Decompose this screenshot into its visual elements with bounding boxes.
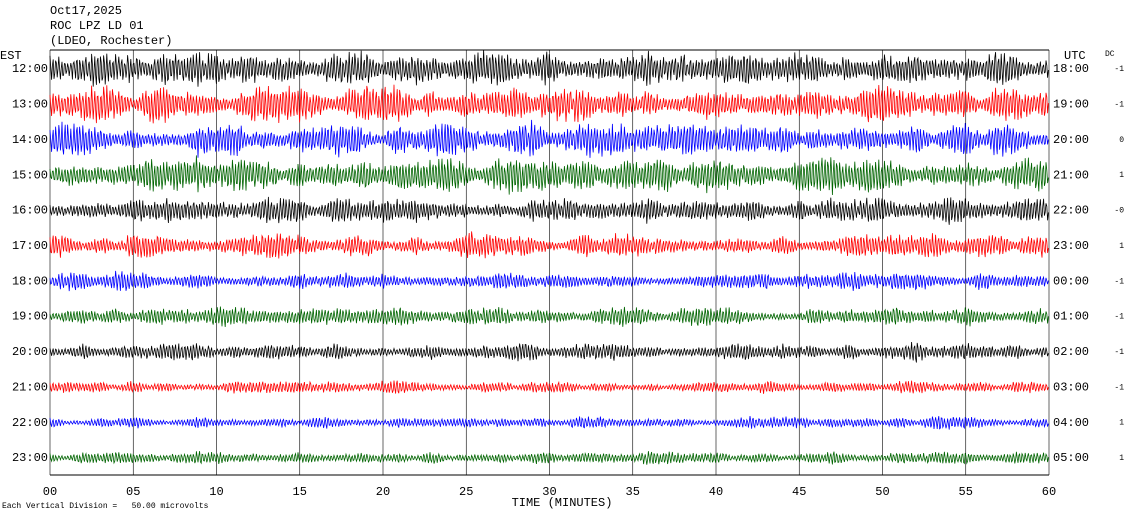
est-label: 12:00 (12, 62, 48, 76)
seismic-trace (49, 341, 1049, 363)
seismic-trace (49, 231, 1049, 259)
seismic-trace (49, 380, 1049, 394)
seismic-trace (49, 155, 1049, 196)
est-label: 13:00 (12, 98, 48, 112)
right-axis-label: UTC (1064, 49, 1086, 63)
x-tick-label: 20 (376, 485, 390, 499)
est-label: 20:00 (12, 345, 48, 359)
header-line: Oct17,2025 (50, 4, 122, 18)
dc-label: DC (1105, 50, 1115, 59)
x-tick-label: 10 (209, 485, 223, 499)
seismic-trace (49, 306, 1049, 328)
est-label: 14:00 (12, 133, 48, 147)
utc-label: 00:00 (1053, 274, 1089, 288)
header-line: ROC LPZ LD 01 (50, 19, 144, 33)
seismic-trace (49, 270, 1049, 292)
est-label: 21:00 (12, 380, 48, 394)
x-tick-label: 60 (1042, 485, 1056, 499)
header-line: (LDEO, Rochester) (50, 34, 172, 48)
dc-value: 1 (1119, 242, 1124, 251)
seismic-trace (49, 49, 1049, 87)
est-label: 17:00 (12, 239, 48, 253)
utc-label: 20:00 (1053, 133, 1089, 147)
x-tick-label: 00 (43, 485, 57, 499)
utc-label: 19:00 (1053, 98, 1089, 112)
dc-value: 1 (1119, 419, 1124, 428)
est-label: 16:00 (12, 204, 48, 218)
utc-label: 04:00 (1053, 416, 1089, 430)
utc-label: 01:00 (1053, 310, 1089, 324)
utc-label: 22:00 (1053, 204, 1089, 218)
x-tick-label: 50 (875, 485, 889, 499)
seismic-trace (49, 196, 1049, 225)
est-label: 23:00 (12, 451, 48, 465)
dc-value: -1 (1114, 313, 1124, 322)
utc-label: 02:00 (1053, 345, 1089, 359)
x-tick-label: 30 (542, 485, 556, 499)
left-axis-label: EST (0, 49, 22, 63)
seismic-trace (49, 84, 1049, 124)
x-tick-label: 35 (626, 485, 640, 499)
dc-value: -1 (1114, 277, 1124, 286)
x-tick-label: 25 (459, 485, 473, 499)
est-label: 18:00 (12, 274, 48, 288)
dc-value: -1 (1114, 100, 1124, 109)
dc-value: -1 (1114, 65, 1124, 74)
est-label: 22:00 (12, 416, 48, 430)
x-tick-label: 15 (293, 485, 307, 499)
dc-value: -1 (1114, 383, 1124, 392)
est-label: 19:00 (12, 310, 48, 324)
dc-value: 1 (1119, 171, 1124, 180)
seismic-trace (49, 416, 1049, 430)
seismic-trace (49, 119, 1049, 158)
utc-label: 21:00 (1053, 168, 1089, 182)
footer: Each Vertical Division = 50.00 microvolt… (2, 502, 209, 511)
seismic-trace (49, 451, 1049, 465)
x-tick-label: 45 (792, 485, 806, 499)
utc-label: 18:00 (1053, 62, 1089, 76)
dc-value: 0 (1119, 136, 1124, 145)
x-tick-label: 05 (126, 485, 140, 499)
est-label: 15:00 (12, 168, 48, 182)
utc-label: 03:00 (1053, 380, 1089, 394)
x-axis-label: TIME (MINUTES) (512, 496, 613, 510)
dc-value: 1 (1119, 454, 1124, 463)
utc-label: 05:00 (1053, 451, 1089, 465)
utc-label: 23:00 (1053, 239, 1089, 253)
x-tick-label: 55 (959, 485, 973, 499)
dc-value: -1 (1114, 348, 1124, 357)
dc-value: -0 (1114, 207, 1124, 216)
x-tick-label: 40 (709, 485, 723, 499)
